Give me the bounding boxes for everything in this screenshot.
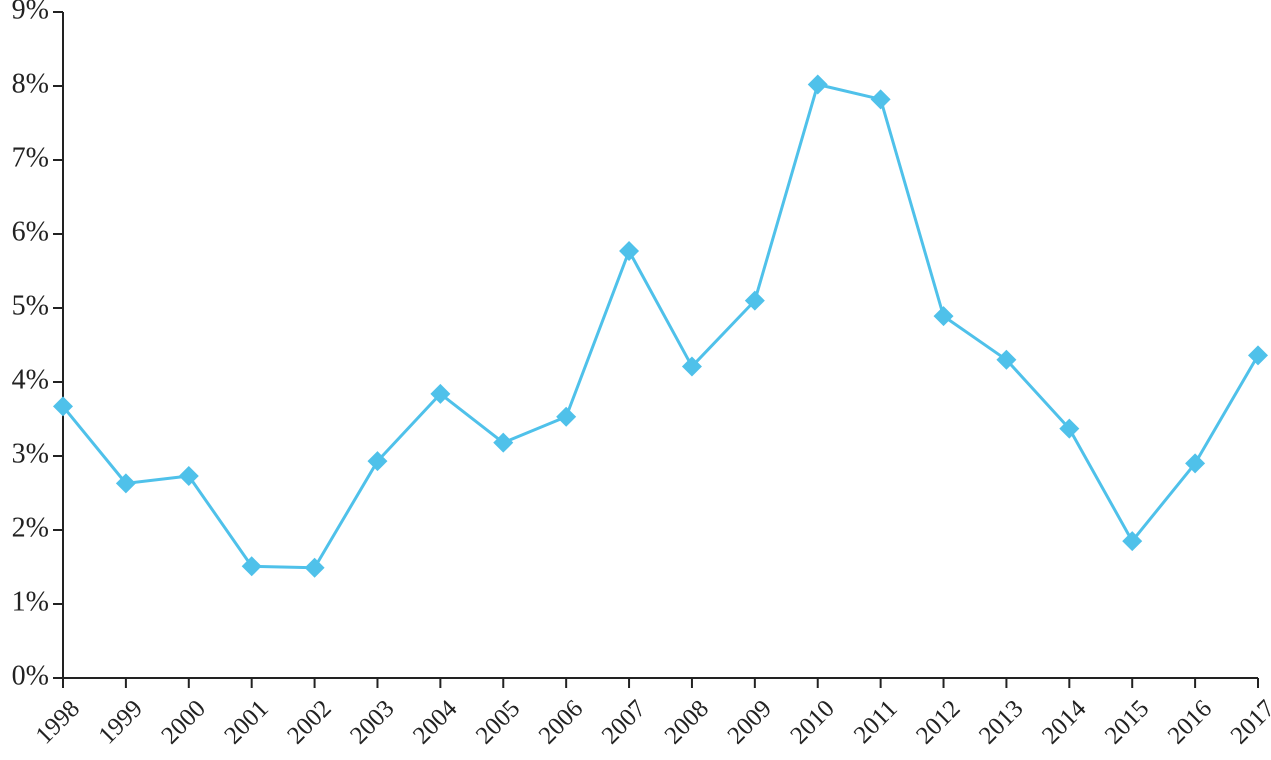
y-tick-label: 1% <box>12 586 49 617</box>
data-point-diamond <box>115 473 136 494</box>
x-tick-label: 2015 <box>1100 695 1154 749</box>
data-point-diamond <box>619 241 640 262</box>
series-group <box>53 74 1268 578</box>
y-tick-label: 5% <box>12 290 49 321</box>
x-tick-label: 2008 <box>660 695 714 749</box>
data-point-diamond <box>1122 531 1143 552</box>
y-tick-label: 7% <box>12 142 49 173</box>
x-tick-label: 2014 <box>1037 695 1092 750</box>
x-tick-label: 2006 <box>534 695 588 749</box>
y-axis: 0% 1% 2% 3% 4% 5% 6% 7% 8% 9% <box>12 0 64 691</box>
series-line <box>61 83 1260 570</box>
data-point-diamond <box>681 356 702 377</box>
x-tick-label: 2007 <box>597 695 651 749</box>
x-tick-label: 2002 <box>282 695 336 749</box>
y-tick-label: 0% <box>12 660 49 691</box>
y-tick-label: 3% <box>12 438 49 469</box>
data-point-diamond <box>1185 453 1206 474</box>
x-tick-label: 2011 <box>849 695 903 749</box>
x-tick-label: 2010 <box>785 695 839 749</box>
data-point-diamond <box>178 465 199 486</box>
data-point-diamond <box>53 396 73 417</box>
x-tick-label: 1999 <box>94 695 148 749</box>
y-tick-label: 8% <box>12 68 49 99</box>
x-tick-label: 2003 <box>345 695 399 749</box>
x-tick-label: 2017 <box>1226 695 1271 749</box>
x-tick-label: 2013 <box>974 695 1028 749</box>
x-axis: 1998 1999 2000 2001 2002 2003 2004 2005 2006 2007… <box>31 677 1271 750</box>
data-point-diamond <box>304 557 325 578</box>
x-tick-label: 2000 <box>156 695 210 749</box>
x-tick-label: 2005 <box>471 695 525 749</box>
data-point-diamond <box>870 89 891 110</box>
data-point-diamond <box>1059 418 1080 439</box>
data-point-diamond <box>430 383 451 404</box>
y-tick-label: 9% <box>12 0 49 25</box>
data-point-diamond <box>556 406 577 427</box>
y-tick-label: 2% <box>12 512 49 543</box>
x-tick-label: 2001 <box>219 695 273 749</box>
x-tick-label: 2004 <box>408 695 463 750</box>
x-tick-label: 2016 <box>1163 695 1217 749</box>
data-point-diamond <box>996 349 1017 370</box>
data-point-diamond <box>1248 345 1268 366</box>
y-tick-label: 4% <box>12 364 49 395</box>
data-point-diamond <box>241 556 262 577</box>
data-point-diamond <box>933 306 954 327</box>
data-point-diamond <box>367 451 388 472</box>
y-tick-label: 6% <box>12 216 49 247</box>
x-tick-label: 2009 <box>723 695 777 749</box>
data-point-diamond <box>807 74 828 95</box>
data-point-diamond <box>744 290 765 311</box>
x-tick-label: 1998 <box>31 695 85 749</box>
data-point-diamond <box>493 432 514 453</box>
x-tick-label: 2012 <box>911 695 965 749</box>
